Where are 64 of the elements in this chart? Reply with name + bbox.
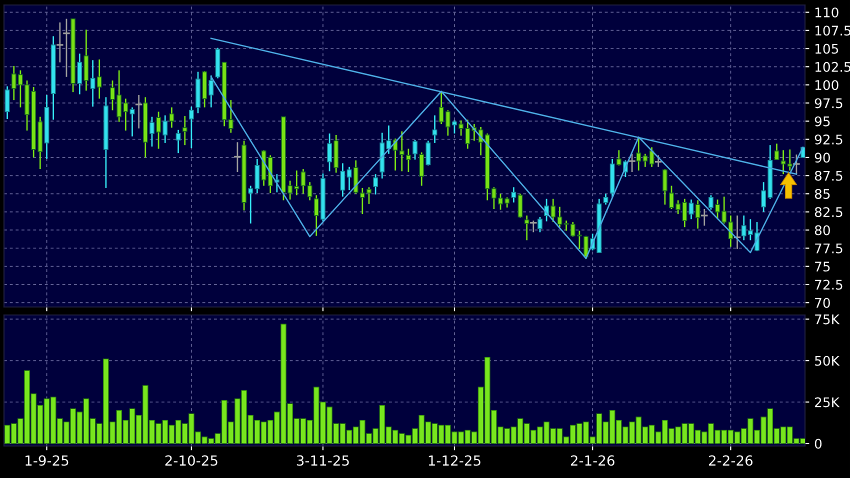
x-tick-label: 2-1-26 bbox=[570, 455, 614, 466]
y-tick-label: 70 bbox=[815, 298, 830, 308]
candlestick bbox=[4, 86, 10, 120]
candlestick bbox=[695, 200, 700, 230]
candlestick bbox=[616, 149, 622, 166]
candlestick bbox=[688, 198, 694, 220]
candlestick bbox=[77, 52, 82, 95]
candlestick bbox=[150, 116, 154, 148]
candlestick bbox=[96, 58, 102, 100]
y-tick-label: 82.5 bbox=[814, 207, 842, 218]
candlestick bbox=[90, 59, 96, 108]
candlestick bbox=[373, 173, 378, 196]
candlestick bbox=[188, 106, 194, 149]
candlestick bbox=[182, 115, 188, 146]
candlestick bbox=[518, 193, 523, 218]
y-tick-label: 77.5 bbox=[815, 244, 842, 254]
candlestick bbox=[662, 168, 668, 206]
y-tick-label: 105 bbox=[815, 44, 838, 54]
candlestick bbox=[208, 74, 214, 108]
y-tick-label: 92.5 bbox=[814, 134, 842, 145]
candlestick bbox=[426, 140, 431, 166]
y-tick-label: 97.5 bbox=[814, 98, 842, 108]
candlestick bbox=[708, 194, 714, 210]
y-tick-label: 95 bbox=[814, 116, 830, 126]
candlestick bbox=[419, 152, 424, 186]
candlestick bbox=[300, 168, 306, 194]
x-tick-label: 1-12-25 bbox=[428, 455, 480, 466]
y-tick-label: 0 bbox=[814, 438, 822, 449]
candlestick bbox=[162, 114, 168, 144]
x-tick-label: 1-9-25 bbox=[26, 455, 68, 466]
candlestick bbox=[307, 181, 312, 201]
y-tick-label: 72.5 bbox=[815, 280, 842, 290]
candlestick bbox=[130, 106, 135, 138]
y-tick-label: 50K bbox=[815, 356, 840, 366]
x-tick-label: 2-10-25 bbox=[165, 455, 218, 466]
candlestick bbox=[176, 129, 181, 154]
candlestick bbox=[399, 130, 404, 172]
y-tick-label: 110 bbox=[815, 7, 838, 18]
candlestick bbox=[314, 194, 319, 237]
y-tick-label: 80 bbox=[814, 225, 830, 236]
candlestick bbox=[452, 120, 457, 134]
y-tick-label: 75K bbox=[815, 314, 840, 324]
y-tick-label: 25K bbox=[814, 397, 840, 408]
candlestick bbox=[564, 220, 569, 232]
y-tick-label: 75 bbox=[815, 262, 830, 272]
y-tick-label: 90 bbox=[814, 152, 830, 163]
x-tick-label: 3-11-25 bbox=[296, 455, 349, 466]
candlestick bbox=[169, 106, 174, 128]
candlestick bbox=[432, 114, 438, 144]
candlestick bbox=[346, 166, 352, 191]
candlestick bbox=[511, 186, 516, 204]
y-tick-label: 100 bbox=[815, 80, 838, 90]
y-tick-label: 85 bbox=[814, 188, 830, 199]
candlestick bbox=[412, 139, 418, 160]
candlestick bbox=[538, 216, 542, 233]
candlestick bbox=[327, 132, 332, 172]
y-tick-label: 87.5 bbox=[814, 170, 842, 181]
candlestick bbox=[603, 193, 608, 206]
candlestick bbox=[406, 148, 411, 173]
candlestick bbox=[156, 111, 162, 150]
x-tick-label: 2-2-26 bbox=[709, 455, 752, 466]
candlestick bbox=[340, 162, 346, 198]
candlestick bbox=[774, 142, 780, 160]
candlestick bbox=[524, 214, 530, 241]
